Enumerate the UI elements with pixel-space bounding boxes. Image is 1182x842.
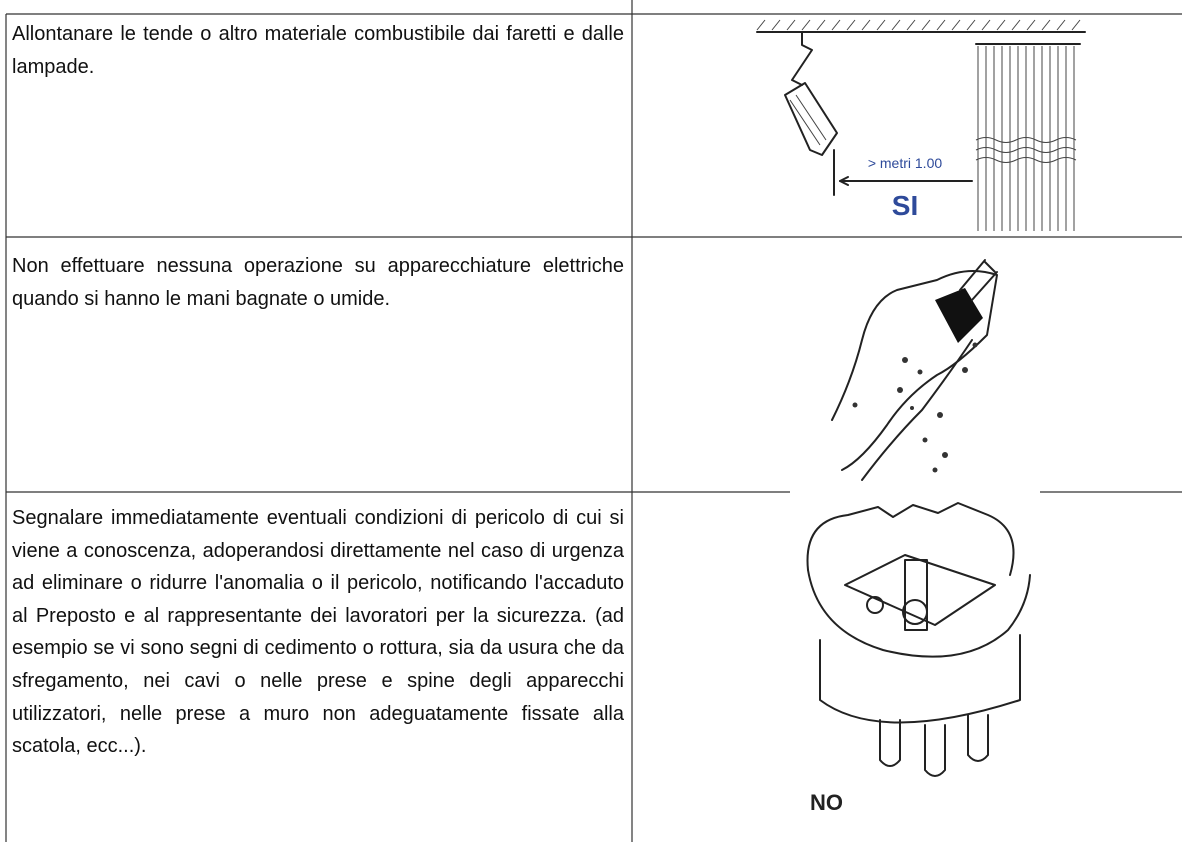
distance-label: > metri 1.00 — [868, 155, 943, 171]
row-text: Allontanare le tende o altro materiale c… — [12, 23, 624, 78]
spotlight-illustration: > metri 1.00 SI — [756, 19, 1086, 231]
broken-plug-illustration: NO — [806, 502, 1031, 815]
yes-label: SI — [892, 190, 918, 221]
wet-hand-illustration — [831, 259, 998, 481]
row-text: Segnalare immediatamente eventuali condi… — [12, 507, 624, 758]
no-label: NO — [810, 790, 843, 815]
row-text: Non effettuare nessuna operazione su app… — [12, 255, 624, 310]
table-borders — [5, 0, 1182, 842]
